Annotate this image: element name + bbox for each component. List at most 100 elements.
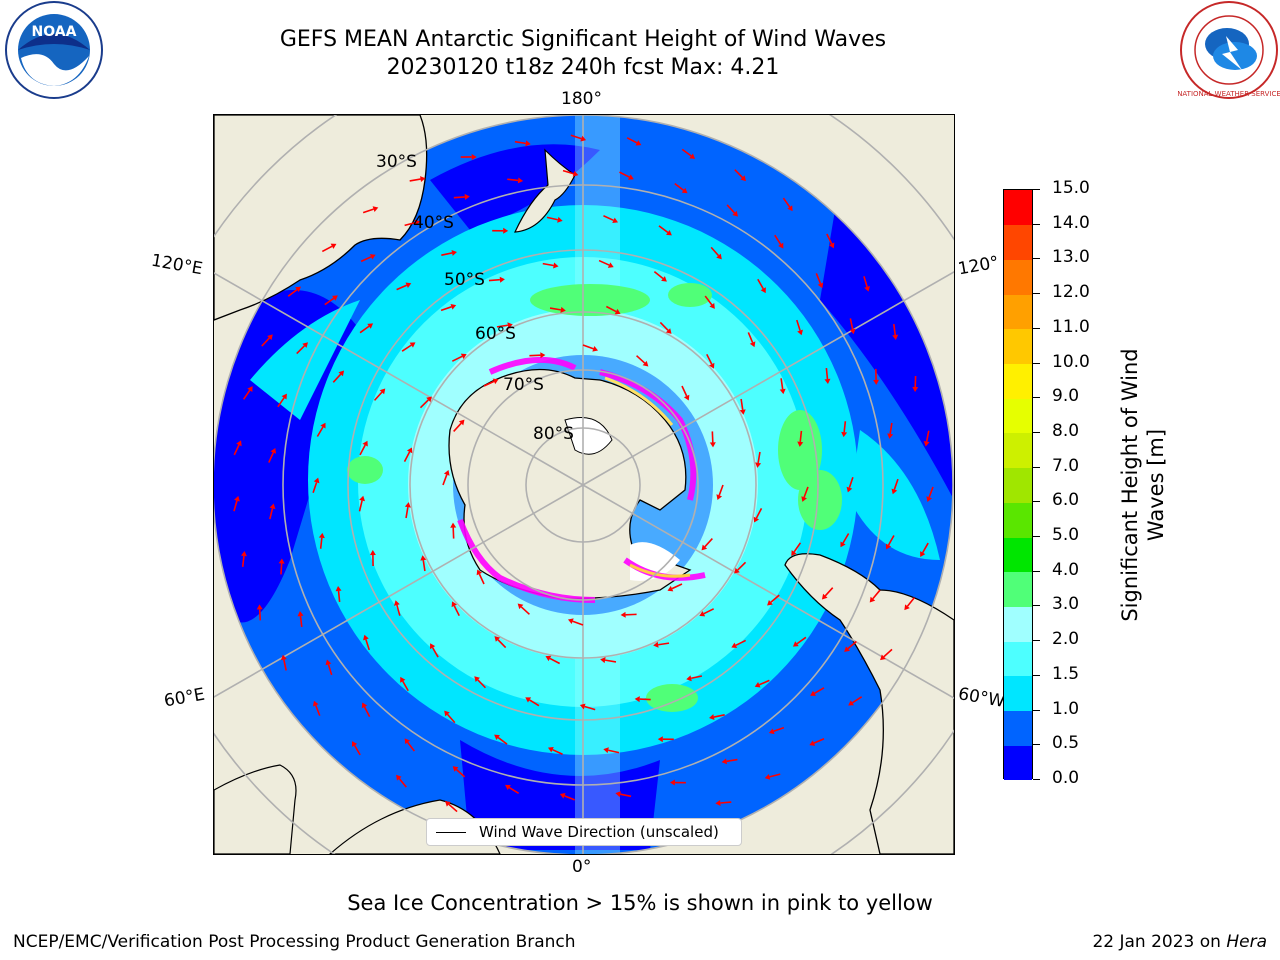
colorbar-tick-label: 6.0 <box>1052 490 1080 511</box>
wave-arrow-head <box>445 801 451 807</box>
wave-arrow-head <box>760 287 766 294</box>
wave-arrow-head <box>824 378 831 385</box>
wave-arrow-shaft <box>813 738 825 744</box>
wave-arrow-head <box>405 282 412 288</box>
wave-arrow-shaft <box>842 533 850 544</box>
noaa-logo: NOAA <box>5 1 103 99</box>
wave-arrow-shaft <box>419 399 429 409</box>
colorbar-segment <box>1004 675 1032 712</box>
lat-label: 30°S <box>376 152 417 172</box>
colorbar-tick-mark <box>1033 189 1040 190</box>
wave-arrow-head <box>267 334 273 341</box>
wave-arrow-head <box>517 603 524 610</box>
wave-arrow-shaft <box>770 594 780 603</box>
wave-arrow-shaft <box>848 476 854 488</box>
wave-arrow-head <box>325 659 332 666</box>
wave-arrow-shaft <box>925 430 930 442</box>
colorbar-segment <box>1004 641 1032 677</box>
colorbar-segment <box>1004 710 1032 746</box>
wave-arrow-shaft <box>793 542 802 553</box>
wave-arrow-head <box>715 800 721 806</box>
wave-arrow-shaft <box>233 500 238 512</box>
wave-arrow-shaft <box>704 538 713 548</box>
wave-arrow-head <box>627 174 634 180</box>
wave-arrow-head <box>792 641 799 647</box>
wave-arrow-shaft <box>520 606 530 615</box>
wave-arrow-shaft <box>404 221 416 227</box>
wave-arrow-shaft <box>327 664 333 676</box>
nws-logo: NATIONAL WEATHER SERVICE <box>1178 1 1280 99</box>
lat-label: 80°S <box>533 424 574 444</box>
wave-arrow-shaft <box>608 749 620 754</box>
wave-arrow-shaft <box>671 583 683 590</box>
colorbar-tick-label: 9.0 <box>1052 386 1080 407</box>
wave-arrow-head <box>615 791 621 798</box>
wave-arrow-shaft <box>409 178 421 182</box>
lat-label: 50°S <box>444 270 485 290</box>
wave-arrow-head <box>892 334 899 340</box>
wave-arrow-head <box>281 393 287 400</box>
title-line-1: GEFS MEAN Antarctic Significant Height o… <box>279 27 887 52</box>
wave-patch <box>530 284 650 316</box>
colorbar-segment <box>1004 224 1032 260</box>
map-border <box>213 114 955 855</box>
nws-logo-text: NATIONAL WEATHER SERVICE <box>1178 90 1280 98</box>
wave-arrow-head <box>923 440 930 447</box>
wave-arrow-shaft <box>316 426 324 437</box>
wave-arrow-shaft <box>441 252 453 256</box>
wave-arrow-shaft <box>605 305 617 313</box>
colorbar-segment <box>1004 432 1032 469</box>
wave-arrow-head <box>821 593 828 600</box>
wave-arrow-head <box>369 254 376 260</box>
colorbar-tick-label: 7.0 <box>1052 455 1080 476</box>
wave-arrow-head <box>426 396 432 403</box>
wave-arrow-head <box>517 177 524 184</box>
noaa-logo-text: NOAA <box>32 24 77 40</box>
wave-arrow-head <box>666 230 672 236</box>
wave-arrow-shaft <box>280 563 283 575</box>
wave-arrow-shaft <box>740 398 744 410</box>
wave-arrow-head <box>926 496 932 502</box>
wave-arrow-head <box>592 345 599 352</box>
colorbar-tick-mark <box>1033 223 1040 225</box>
wave-arrow-shaft <box>893 478 899 490</box>
colorbar-tick-mark <box>1033 258 1040 260</box>
wave-arrow-head <box>716 494 723 501</box>
wave-arrow-head <box>430 643 436 650</box>
wave-arrow-shaft <box>359 325 370 334</box>
wave-arrow-head <box>557 216 563 223</box>
wave-arrow-shaft <box>496 324 508 328</box>
wave-arrow-shaft <box>241 555 245 567</box>
wave-arrow-shaft <box>358 500 363 512</box>
wave-arrow-head <box>848 700 854 706</box>
colorbar-tick-label: 4.0 <box>1052 559 1080 580</box>
colorbar-tick-label: 0.0 <box>1052 768 1080 788</box>
wave-arrow-shaft <box>710 246 720 257</box>
colorbar-tick-label: 2.0 <box>1052 629 1080 650</box>
wave-arrow-shaft <box>906 597 915 607</box>
legend-label: Wind Wave Direction (unscaled) <box>479 823 719 841</box>
wave-arrow-shaft <box>321 245 333 253</box>
wave-arrow-shaft <box>401 344 412 352</box>
wave-arrow-shaft <box>365 639 371 651</box>
wave-arrow-shaft <box>674 183 685 191</box>
wave-arrow-shaft <box>681 148 692 157</box>
wave-arrow-head <box>505 784 511 791</box>
wave-arrow-head <box>409 342 416 348</box>
wave-arrow-head <box>471 153 477 160</box>
wave-arrow-head <box>367 323 374 329</box>
wave-arrow-head <box>406 447 413 454</box>
wave-arrow-shaft <box>315 705 321 716</box>
wave-arrow-head <box>507 322 513 329</box>
wave-arrow-head <box>269 503 276 510</box>
wave-arrow-head <box>665 328 672 334</box>
colorbar-tick-mark <box>1033 709 1040 711</box>
wave-arrow-head <box>234 495 240 502</box>
wave-arrow-head <box>754 682 761 688</box>
wave-arrow-head <box>797 441 804 447</box>
wave-arrow-head <box>492 378 499 385</box>
wave-arrow-head <box>494 636 501 642</box>
wave-arrow-head <box>400 676 406 683</box>
wave-arrow-head <box>686 675 692 682</box>
wave-arrow-head <box>828 242 835 249</box>
